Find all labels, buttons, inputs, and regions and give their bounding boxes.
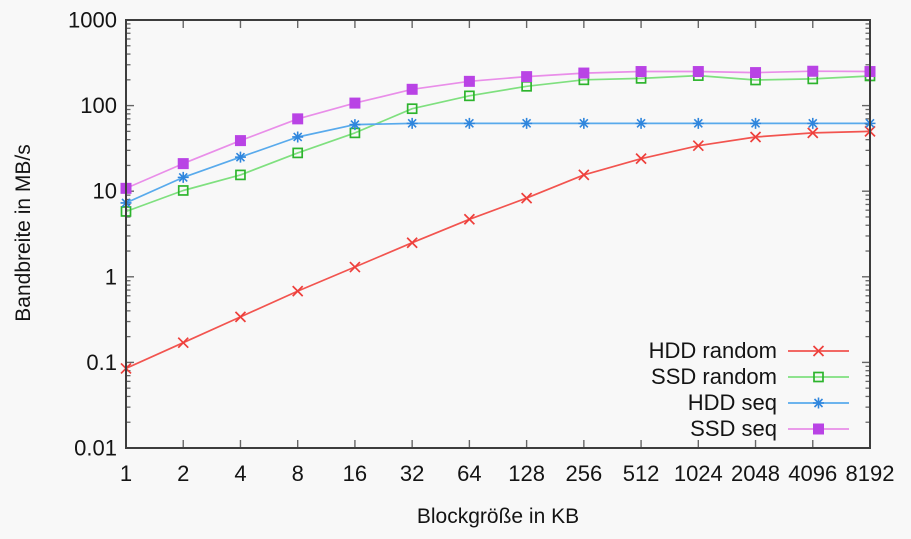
y-tick-label: 1 [105, 264, 117, 289]
filled-square-marker-icon [635, 66, 647, 78]
filled-square-marker-icon [349, 97, 361, 109]
y-tick-label: 1000 [68, 8, 117, 33]
open-square-marker-icon [464, 90, 475, 102]
star-marker-icon [807, 117, 819, 129]
legend-item-ssd-random: SSD random [651, 364, 849, 389]
star-marker-icon [692, 117, 704, 129]
star-marker-icon [578, 117, 590, 129]
x-tick-label: 1024 [674, 461, 723, 486]
open-square-marker-icon [177, 185, 189, 196]
cross-marker-icon [292, 285, 304, 297]
cross-marker-icon [234, 311, 247, 323]
x-tick-label: 4096 [788, 461, 837, 486]
cross-marker-icon [463, 213, 475, 225]
filled-square-marker-icon [521, 71, 533, 83]
star-marker-icon [635, 117, 647, 129]
y-tick-label: 100 [80, 93, 117, 118]
cross-marker-icon [349, 261, 361, 273]
cross-marker-icon [692, 140, 704, 152]
star-marker-icon [521, 117, 533, 129]
filled-square-marker-icon [578, 67, 590, 79]
cross-marker-icon [812, 345, 825, 357]
legend-item-hdd-random: HDD random [649, 338, 849, 363]
open-square-marker-icon [235, 169, 246, 181]
star-marker-icon [463, 117, 475, 129]
x-tick-label: 8192 [846, 461, 895, 486]
star-marker-icon [292, 131, 304, 143]
cross-marker-icon [406, 237, 418, 249]
x-tick-label: 8 [292, 461, 304, 486]
series-line-ssd-random [125, 74, 871, 213]
filled-square-marker-icon [463, 75, 475, 87]
series-hdd-random [120, 125, 876, 375]
filled-square-marker-icon [292, 113, 304, 125]
star-marker-icon [349, 119, 361, 131]
y-tick-label: 0.1 [86, 350, 117, 375]
cross-marker-icon [177, 337, 189, 349]
star-marker-icon [750, 117, 762, 129]
cross-marker-icon [749, 131, 762, 143]
legend-item-ssd-seq: SSD seq [690, 416, 849, 441]
x-tick-labels: 1 2 4 8 16 32 64 128 256 512 1024 2048 4096 8192 [120, 461, 895, 486]
filled-square-marker-icon [750, 67, 762, 79]
cross-marker-icon [521, 192, 533, 204]
x-tick-label: 512 [623, 461, 660, 486]
series-line-hdd-random [125, 130, 871, 370]
x-tick-label: 256 [565, 461, 602, 486]
legend-label: HDD seq [688, 390, 777, 415]
x-tick-label: 2 [177, 461, 189, 486]
cross-marker-icon [807, 127, 819, 139]
cross-marker-icon [635, 153, 647, 165]
x-tick-label: 128 [508, 461, 545, 486]
star-marker-icon [234, 151, 246, 163]
star-marker-icon [177, 171, 189, 183]
series-ssd-seq [120, 65, 876, 194]
x-tick-label: 64 [457, 461, 481, 486]
filled-square-marker-icon [807, 65, 819, 77]
y-tick-label: 10 [93, 179, 117, 204]
star-marker-icon [406, 117, 418, 129]
legend-label: SSD seq [690, 416, 777, 441]
filled-square-marker-icon [692, 66, 704, 78]
filled-square-marker-icon [813, 423, 824, 435]
open-square-marker-icon [406, 103, 418, 115]
filled-square-marker-icon [234, 135, 246, 147]
y-tick-label: 0.01 [74, 436, 117, 461]
open-square-marker-icon [813, 371, 824, 383]
x-axis-title: Blockgröße in KB [417, 505, 579, 528]
x-tick-label: 16 [343, 461, 367, 486]
y-tick-labels: 0.01 0.1 1 10 100 1000 [68, 8, 117, 461]
series-line-ssd-seq [125, 70, 871, 190]
legend-label: HDD random [649, 338, 777, 363]
x-tick-label: 1 [120, 461, 132, 486]
open-square-marker-icon [292, 147, 304, 159]
x-tick-label: 32 [400, 461, 424, 486]
filled-square-marker-icon [177, 158, 189, 170]
x-tick-label: 4 [234, 461, 246, 486]
filled-square-marker-icon [406, 83, 418, 95]
legend-label: SSD random [651, 364, 777, 389]
legend-item-hdd-seq: HDD seq [688, 390, 849, 415]
cross-marker-icon [578, 169, 590, 181]
x-tick-label: 2048 [731, 461, 780, 486]
series-line-hdd-seq [125, 122, 870, 204]
plot-border [125, 19, 871, 449]
star-marker-icon [813, 397, 824, 409]
y-axis-title: Bandbreite in MB/s [12, 144, 35, 321]
